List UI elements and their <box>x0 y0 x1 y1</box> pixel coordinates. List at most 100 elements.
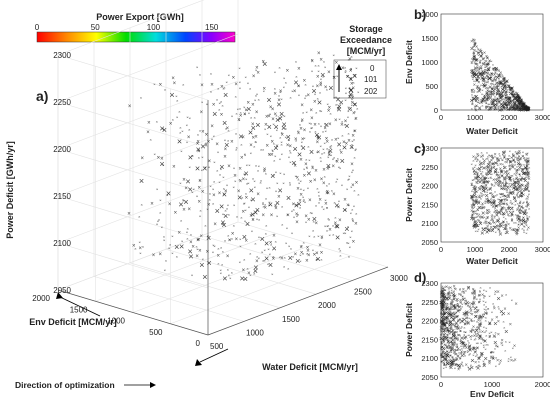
point: × <box>285 135 288 140</box>
point: × <box>224 238 227 243</box>
point: × <box>248 204 251 209</box>
point: × <box>283 264 286 269</box>
point: × <box>480 100 483 106</box>
point: × <box>472 293 476 302</box>
point: × <box>347 138 351 144</box>
direction-arrow-head <box>150 382 156 388</box>
point: × <box>200 83 204 89</box>
point: × <box>308 121 311 126</box>
env-direction-arrow-head <box>56 292 63 299</box>
point: × <box>351 134 355 140</box>
point: × <box>249 86 252 91</box>
point: × <box>244 108 248 114</box>
point: × <box>274 153 277 158</box>
point: × <box>253 144 256 149</box>
point: × <box>346 240 349 245</box>
point: × <box>516 105 519 111</box>
point: × <box>333 95 336 100</box>
point: × <box>328 228 332 234</box>
point: × <box>316 256 319 261</box>
point: × <box>318 243 322 249</box>
grid-line <box>170 255 351 325</box>
point: × <box>472 67 475 72</box>
point: × <box>324 202 328 208</box>
point: × <box>505 228 509 237</box>
point: × <box>293 89 297 95</box>
point: × <box>472 94 476 103</box>
point: × <box>222 249 225 254</box>
grid-line <box>57 148 209 195</box>
point: × <box>248 162 251 167</box>
x-tick-label: 500 <box>210 342 224 351</box>
point: × <box>485 100 488 105</box>
colorbar <box>36 31 236 43</box>
point: × <box>231 236 234 241</box>
point: × <box>528 105 531 110</box>
point: × <box>290 246 293 251</box>
point: × <box>308 157 311 162</box>
point: × <box>235 111 238 116</box>
point: × <box>222 118 227 128</box>
point: × <box>169 122 173 128</box>
point: × <box>317 69 320 74</box>
point: × <box>439 334 443 343</box>
panel-c-points: ××××××××××××××××××××××××××××××××× ×××××××… <box>470 148 532 238</box>
point: × <box>245 191 248 196</box>
point: × <box>200 142 205 152</box>
point: × <box>272 254 275 259</box>
point: × <box>182 177 186 183</box>
panel-d-xlabel: Env Deficit <box>470 389 514 399</box>
point: × <box>182 207 186 213</box>
point: × <box>254 97 257 102</box>
point: × <box>285 241 288 246</box>
point: × <box>351 103 354 108</box>
point: × <box>505 90 508 95</box>
point: × <box>349 107 353 113</box>
point: × <box>351 216 354 221</box>
point: × <box>343 230 346 235</box>
point: × <box>199 128 202 133</box>
point: × <box>312 219 315 224</box>
point: × <box>348 85 351 90</box>
point: × <box>324 223 327 228</box>
point: × <box>336 139 341 149</box>
panel-b-points: ×××××× ××××× ×××××××××××××××× ×××××××××××××… <box>470 37 532 114</box>
panel-b-axes <box>440 13 544 111</box>
point: × <box>222 189 227 199</box>
point: × <box>342 143 347 153</box>
point: × <box>286 225 289 230</box>
point: × <box>319 81 323 87</box>
point: × <box>218 180 221 185</box>
point: × <box>491 89 494 94</box>
point: × <box>523 102 526 108</box>
point: × <box>328 181 331 186</box>
point: × <box>307 186 310 191</box>
point: × <box>496 85 499 90</box>
point: × <box>511 298 514 303</box>
point: × <box>268 200 271 205</box>
point: × <box>474 156 477 162</box>
point: × <box>224 137 227 142</box>
point: × <box>199 72 202 77</box>
point: × <box>221 262 224 267</box>
point: × <box>219 101 222 106</box>
point: × <box>261 250 264 255</box>
point: × <box>307 218 311 224</box>
point: × <box>346 187 349 192</box>
point: × <box>168 245 171 250</box>
point: × <box>171 233 174 238</box>
point: × <box>523 106 526 112</box>
point: × <box>310 125 313 130</box>
point: × <box>344 224 349 234</box>
point: × <box>318 200 321 205</box>
point: × <box>353 204 356 209</box>
point: × <box>508 100 511 106</box>
point: × <box>279 255 282 260</box>
point: × <box>276 214 279 219</box>
point: × <box>527 225 530 231</box>
point: × <box>310 59 314 65</box>
point: × <box>500 106 503 111</box>
point: × <box>267 114 271 120</box>
point: × <box>192 187 195 192</box>
point: × <box>470 327 473 333</box>
